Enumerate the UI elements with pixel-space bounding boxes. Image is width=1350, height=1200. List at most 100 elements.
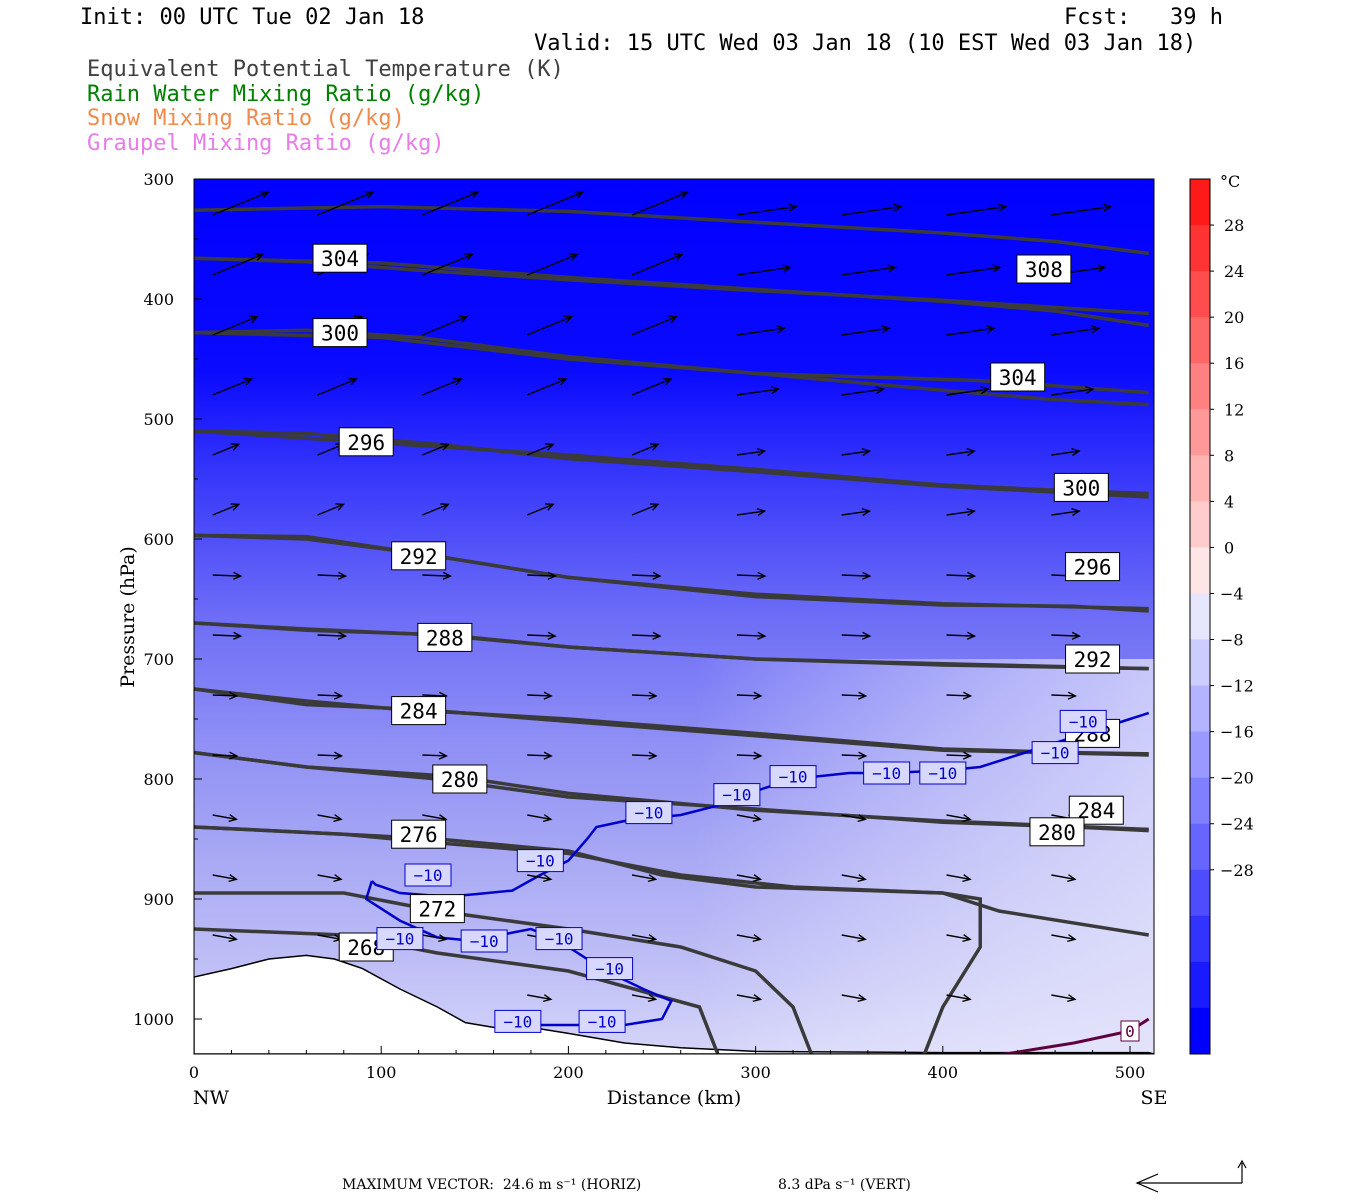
wind-vector — [526, 253, 578, 276]
isotherm-label: −10 — [928, 764, 957, 783]
wind-vector — [212, 874, 237, 880]
wind-vector — [841, 874, 866, 880]
wind-vector-head — [1071, 631, 1081, 640]
wind-vector-head — [542, 994, 553, 1003]
wind-vector-head — [348, 377, 358, 386]
wind-vector-head — [862, 631, 872, 640]
isotherm-label-box — [376, 927, 424, 951]
y-tick-label: 800 — [143, 770, 174, 789]
wind-vector-head — [542, 874, 553, 883]
wind-vector — [422, 191, 479, 216]
wind-vector — [1051, 205, 1111, 216]
wind-vector-head — [438, 934, 448, 943]
y-tick-label: 500 — [143, 410, 174, 429]
x-tick-label: 400 — [928, 1063, 959, 1082]
isotherm-label-box — [863, 761, 911, 785]
wind-vector — [526, 191, 583, 216]
theta-e-contour — [194, 204, 1149, 256]
wind-vector-head — [337, 631, 348, 640]
wind-vector-head — [1071, 448, 1081, 457]
wind-vector-head — [229, 691, 239, 700]
wind-vector-head — [333, 751, 344, 760]
wind-vector-head — [543, 751, 553, 760]
wind-vector-head — [365, 191, 375, 199]
isotherm-label-box — [494, 1009, 542, 1033]
colorbar-swatch — [1190, 409, 1210, 456]
wind-vector-head — [966, 508, 976, 517]
terrain — [194, 954, 1154, 1054]
wind-vector-head — [776, 325, 787, 334]
wind-vector-head — [662, 377, 673, 386]
wind-vector — [317, 814, 342, 820]
y-tick-label: 700 — [143, 650, 174, 669]
wind-vector — [632, 754, 657, 757]
theta-e-label-box — [312, 318, 368, 348]
wind-vector — [422, 574, 451, 577]
wind-vector-head — [249, 315, 259, 324]
theta-e-label: 280 — [441, 768, 479, 792]
wind-vector-head — [442, 571, 452, 580]
colorbar-tick-label: 8 — [1224, 446, 1234, 465]
y-tick-label: 900 — [143, 890, 174, 909]
wind-vector-head — [998, 203, 1008, 212]
isotherm-label-box — [1031, 741, 1079, 765]
legend-snow: Snow Mixing Ratio (g/kg) — [87, 106, 405, 131]
isotherm-label: −10 — [385, 930, 414, 949]
wind-vector — [946, 634, 975, 637]
wind-vector-head — [545, 503, 555, 511]
wind-vector — [631, 378, 672, 396]
isotherm-label-box — [535, 927, 583, 951]
wind-vector — [317, 378, 357, 396]
isotherm-label-box — [586, 957, 634, 981]
colorbar-swatch — [1190, 685, 1210, 733]
wind-vector — [317, 574, 346, 577]
isotherm-label: −10 — [470, 932, 499, 951]
valid-time: Valid: 15 UTC Wed 03 Jan 18 (10 EST Wed … — [534, 31, 1197, 56]
wind-vector — [317, 191, 374, 216]
wind-vector-head — [753, 751, 763, 760]
wind-vector-head — [668, 315, 678, 324]
wind-vector-head — [752, 934, 763, 943]
wind-vector — [736, 327, 785, 336]
wind-vector-head — [1067, 874, 1077, 883]
plot-frame — [193, 178, 1155, 1055]
theta-e-label: 296 — [347, 431, 385, 455]
init-time: Init: 00 UTC Tue 02 Jan 18 — [80, 5, 425, 30]
isotherm-label: −10 — [1069, 712, 1098, 731]
isotherm-label-box — [460, 929, 508, 953]
wind-vector-head — [574, 191, 585, 199]
wind-vector — [422, 694, 447, 697]
wind-vector — [946, 814, 971, 820]
wind-vector — [841, 510, 870, 516]
wind-vector-head — [649, 443, 660, 451]
x-tick-label: 100 — [366, 1063, 397, 1082]
wind-vector-head — [752, 994, 763, 1003]
x-tick-label: 500 — [1115, 1063, 1146, 1082]
wind-vector-head — [333, 874, 343, 883]
wind-vector — [736, 266, 791, 276]
wind-vector — [946, 388, 989, 396]
wind-vector-head — [770, 386, 781, 395]
wind-vector-head — [647, 934, 658, 943]
wind-vector-head — [563, 315, 574, 324]
wind-vector — [1051, 694, 1076, 697]
wind-vector — [736, 694, 761, 697]
theta-e-label: 304 — [999, 366, 1037, 390]
wind-vector-head — [233, 631, 243, 640]
wind-vector-head — [1071, 508, 1081, 517]
wind-vector — [946, 934, 971, 940]
x-tick-label: 0 — [189, 1063, 199, 1082]
colorbar-swatch — [1190, 455, 1210, 502]
wind-vector — [422, 443, 449, 456]
theta-e-label: 276 — [400, 823, 438, 847]
theta-e-label-box — [1016, 254, 1072, 284]
wind-vector-head — [679, 191, 690, 199]
wind-vector — [841, 266, 896, 276]
wind-vector — [736, 754, 761, 757]
wind-vector-head — [757, 571, 767, 580]
theta-e-label: 304 — [321, 247, 359, 271]
wind-vector — [946, 450, 975, 456]
wind-vector-head — [1091, 325, 1101, 334]
wind-vector — [526, 503, 554, 516]
theta-e-label-box — [1065, 552, 1121, 582]
